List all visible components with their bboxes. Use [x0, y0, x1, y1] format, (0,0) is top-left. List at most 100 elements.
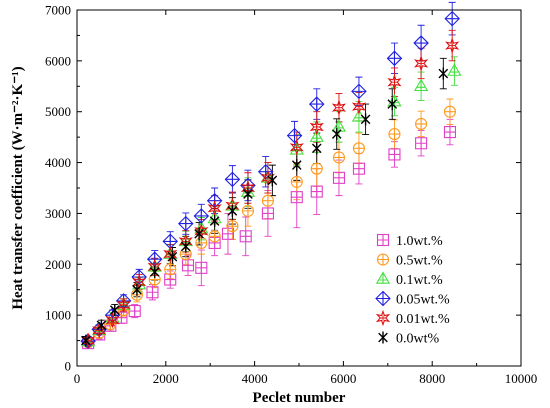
- point-0-5wt: [164, 263, 177, 276]
- legend-item-1-0wt: 1.0wt.%: [376, 233, 443, 249]
- point-0-05wt: [308, 96, 325, 112]
- legend-label-0-01wt: 0.01wt.%: [396, 312, 450, 327]
- point-1-0wt: [415, 137, 428, 150]
- point-0-5wt: [241, 204, 254, 217]
- point-0-5wt: [415, 117, 428, 130]
- point-0-0wt: [180, 240, 191, 253]
- legend-label-0-1wt: 0.1wt.%: [396, 273, 443, 288]
- point-0-1wt: [331, 119, 347, 132]
- point-0-1wt: [447, 63, 462, 76]
- point-0-0wt: [387, 98, 398, 111]
- series-0-0wt: [81, 67, 449, 347]
- y-tick-label: 2000: [45, 257, 71, 272]
- point-0-01wt: [207, 200, 222, 217]
- legend-label-1-0wt: 1.0wt.%: [396, 234, 443, 249]
- point-0-05wt: [224, 171, 241, 188]
- point-1-0wt: [181, 259, 195, 272]
- point-0-05wt: [193, 208, 210, 224]
- point-0-0wt: [311, 142, 322, 155]
- axis-tick-labels: 0 2000 4000 6000 8000 10000 0 1000 2000 3000 4000 5…: [45, 3, 537, 387]
- point-0-1wt: [387, 93, 402, 107]
- x-tick-label: 6000: [330, 371, 356, 386]
- data-points: [80, 10, 462, 350]
- legend: 1.0wt.% 0.5wt.% 0.1wt.% 0.05wt.% 0.01wt.% 0.0…: [375, 233, 450, 347]
- y-tick-label: 0: [65, 359, 72, 374]
- legend-item-0-01wt: 0.01wt.%: [375, 309, 450, 327]
- x-tick-label: 4000: [242, 371, 268, 386]
- point-0-0wt: [132, 283, 142, 296]
- legend-label-0-5wt: 0.5wt.%: [396, 254, 443, 269]
- x-tick-label: 2000: [153, 371, 179, 386]
- point-0-5wt: [443, 105, 457, 118]
- point-0-0wt: [291, 159, 302, 172]
- point-0-01wt: [331, 99, 347, 116]
- point-1-0wt: [239, 230, 252, 243]
- point-0-05wt: [286, 127, 303, 144]
- legend-marker-0-0wt: [378, 331, 388, 344]
- point-0-1wt: [413, 78, 429, 92]
- y-tick-label: 3000: [45, 206, 71, 221]
- point-0-01wt: [414, 55, 429, 72]
- point-1-0wt: [146, 286, 159, 299]
- point-0-01wt: [116, 296, 131, 314]
- point-0-5wt: [208, 230, 221, 243]
- point-0-05wt: [178, 215, 194, 232]
- legend-marker-1-0wt: [376, 233, 390, 247]
- y-tick-label: 4000: [45, 155, 71, 170]
- point-0-01wt: [289, 139, 304, 156]
- point-1-0wt: [195, 261, 208, 274]
- x-tick-label: 0: [74, 371, 81, 386]
- legend-marker-0-05wt: [375, 290, 391, 307]
- point-1-0wt: [388, 148, 401, 161]
- point-0-0wt: [227, 204, 238, 217]
- point-0-01wt: [351, 98, 367, 115]
- point-0-5wt: [332, 151, 346, 164]
- point-0-0wt: [194, 227, 204, 240]
- point-0-0wt: [209, 215, 220, 228]
- legend-marker-0-1wt: [375, 271, 391, 284]
- y-tick-label: 6000: [45, 53, 71, 68]
- point-1-0wt: [443, 126, 457, 139]
- point-1-0wt: [261, 207, 274, 220]
- point-0-5wt: [388, 128, 401, 141]
- point-0-05wt: [386, 50, 403, 67]
- point-0-0wt: [149, 265, 160, 278]
- point-0-5wt: [290, 175, 303, 188]
- point-0-0wt: [167, 250, 178, 263]
- point-0-01wt: [387, 74, 402, 91]
- point-0-0wt: [81, 334, 91, 347]
- legend-marker-0-5wt: [376, 253, 390, 266]
- legend-label-0-05wt: 0.05wt.%: [396, 293, 450, 308]
- point-0-0wt: [331, 128, 342, 141]
- point-1-0wt: [332, 171, 346, 184]
- x-axis-title: Peclet number: [253, 390, 346, 406]
- point-0-05wt: [257, 163, 274, 180]
- legend-item-0-1wt: 0.1wt.%: [375, 271, 443, 288]
- point-1-0wt: [128, 305, 141, 318]
- point-0-05wt: [351, 83, 367, 100]
- legend-marker-0-01wt: [375, 309, 391, 327]
- series-0-05wt: [80, 10, 460, 349]
- point-0-5wt: [352, 142, 365, 155]
- y-tick-label: 7000: [45, 3, 71, 18]
- point-0-5wt: [261, 194, 274, 207]
- point-1-0wt: [352, 162, 365, 175]
- point-0-01wt: [105, 312, 120, 329]
- point-1-0wt: [164, 273, 177, 286]
- legend-item-0-5wt: 0.5wt.%: [376, 253, 443, 269]
- point-0-0wt: [438, 67, 449, 80]
- point-0-0wt: [267, 174, 278, 187]
- point-0-5wt: [226, 220, 239, 233]
- point-1-0wt: [290, 191, 303, 204]
- point-0-0wt: [243, 188, 253, 201]
- legend-label-0-0wt: 0.0wt%: [396, 332, 440, 347]
- x-tick-label: 8000: [419, 371, 445, 386]
- point-0-01wt: [445, 37, 460, 54]
- point-0-01wt: [309, 118, 324, 136]
- point-0-0wt: [96, 319, 107, 332]
- point-0-05wt: [413, 35, 429, 51]
- point-0-5wt: [310, 162, 323, 175]
- legend-item-0-0wt: 0.0wt%: [378, 331, 440, 347]
- axis-ticks: [76, 9, 522, 367]
